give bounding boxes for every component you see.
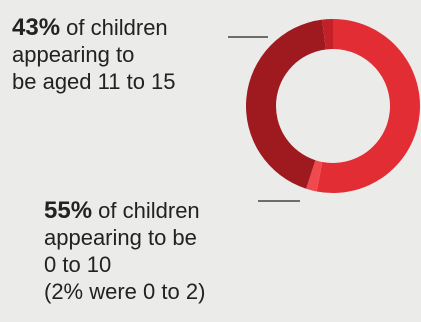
callout-younger-line2: appearing to be xyxy=(44,225,197,250)
donut-slice-1 xyxy=(306,160,323,192)
callout-younger-children: 55% of children appearing to be 0 to 10 … xyxy=(44,197,284,305)
callout-older-line1-text: of children xyxy=(60,15,168,40)
callout-younger-line1-text: of children xyxy=(92,198,200,223)
callout-younger-line1: 55% of children xyxy=(44,197,284,224)
callout-older-percent: 43% xyxy=(12,14,61,41)
donut-slice-0 xyxy=(316,19,421,193)
callout-younger-line4: (2% were 0 to 2) xyxy=(44,279,206,304)
donut-slices xyxy=(246,19,421,193)
callout-older-line1: 43% of children xyxy=(12,14,252,41)
donut-hole xyxy=(276,49,390,163)
callout-older-line2: appearing to xyxy=(12,42,135,67)
callout-younger-line3: 0 to 10 xyxy=(44,252,112,277)
donut-slice-3 xyxy=(322,19,333,50)
callout-older-children: 43% of children appearing to be aged 11 … xyxy=(12,14,252,95)
callout-older-line3: be aged 11 to 15 xyxy=(12,69,176,94)
callout-younger-percent: 55% xyxy=(44,197,93,224)
donut-slice-2 xyxy=(246,19,326,189)
